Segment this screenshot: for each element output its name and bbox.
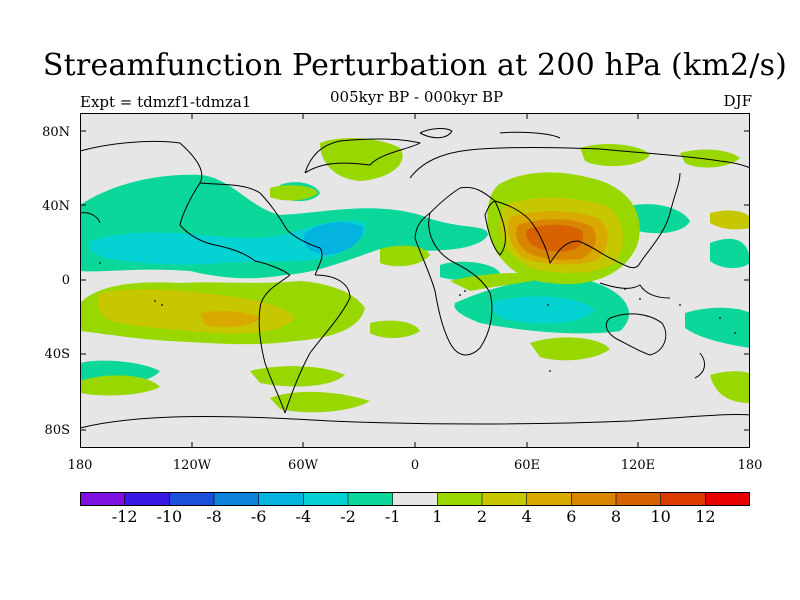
colorbar-swatch: [303, 492, 349, 506]
colorbar-swatch: [80, 492, 126, 506]
lon-label-120e: 120E: [620, 458, 656, 473]
lon-label-120w: 120W: [172, 458, 212, 473]
colorbar-label: -10: [156, 507, 183, 526]
lat-label-80s: 80S: [44, 423, 70, 438]
colorbar-swatch: [437, 492, 483, 506]
colorbar-swatch: [526, 492, 573, 506]
colorbar-label: 1: [432, 507, 443, 526]
colorbar-label: -2: [340, 507, 356, 526]
island-markers: [99, 262, 736, 372]
colorbar-label: 2: [476, 507, 488, 526]
colorbar-swatch: [571, 492, 617, 506]
positive-anomaly-8-regions: [525, 224, 584, 252]
lon-label-60e: 60E: [513, 458, 541, 473]
colorbar-swatch: [660, 492, 707, 506]
experiment-label: Expt = tdmzf1-tdmza1: [80, 93, 252, 111]
colorbar-swatch: [169, 492, 215, 506]
lon-label-180w: 180: [67, 458, 93, 473]
lat-label-80n: 80N: [42, 125, 70, 140]
lat-label-40s: 40S: [44, 347, 70, 362]
season-label: DJF: [723, 92, 752, 110]
chart-title: Streamfunction Perturbation at 200 hPa (…: [42, 48, 788, 83]
map-background: [80, 113, 750, 448]
colorbar-label: -4: [295, 507, 312, 526]
colorbar-label: -12: [111, 507, 138, 526]
colorbar-swatch: [481, 492, 528, 506]
streamfunction-map: [80, 113, 750, 448]
colorbar-swatch: [213, 492, 260, 506]
colorbar-label: 8: [610, 507, 622, 526]
lat-label-40n: 40N: [42, 199, 70, 214]
colorbar-label: -8: [206, 507, 222, 526]
lon-label-60w: 60W: [288, 458, 318, 473]
colorbar-label: -1: [384, 507, 401, 526]
axis-ticks: [80, 113, 750, 448]
colorbar-label: 4: [521, 507, 532, 526]
colorbar-label: -6: [250, 507, 267, 526]
coastlines: [80, 128, 750, 429]
colorbar-swatch: [615, 492, 662, 506]
colorbar-swatch: [392, 492, 439, 506]
colorbar-label: 12: [695, 507, 716, 526]
period-subtitle: 005kyr BP - 000kyr BP: [330, 88, 504, 106]
colorbar-swatch: [705, 492, 750, 506]
colorbar-swatch: [258, 492, 305, 506]
colorbar-swatch: [124, 492, 171, 506]
lon-label-180e: 180: [737, 458, 763, 473]
colorbar-label: 10: [650, 507, 671, 526]
negative-anomaly-4-regions: [303, 222, 364, 255]
negative-anomaly-2-regions: [88, 220, 595, 324]
lat-label-eq: 0: [61, 273, 70, 288]
colorbar-swatch: [347, 492, 394, 506]
lon-label-0: 0: [410, 458, 420, 473]
colorbar-label: 6: [566, 507, 577, 526]
colorbar: [80, 492, 750, 506]
